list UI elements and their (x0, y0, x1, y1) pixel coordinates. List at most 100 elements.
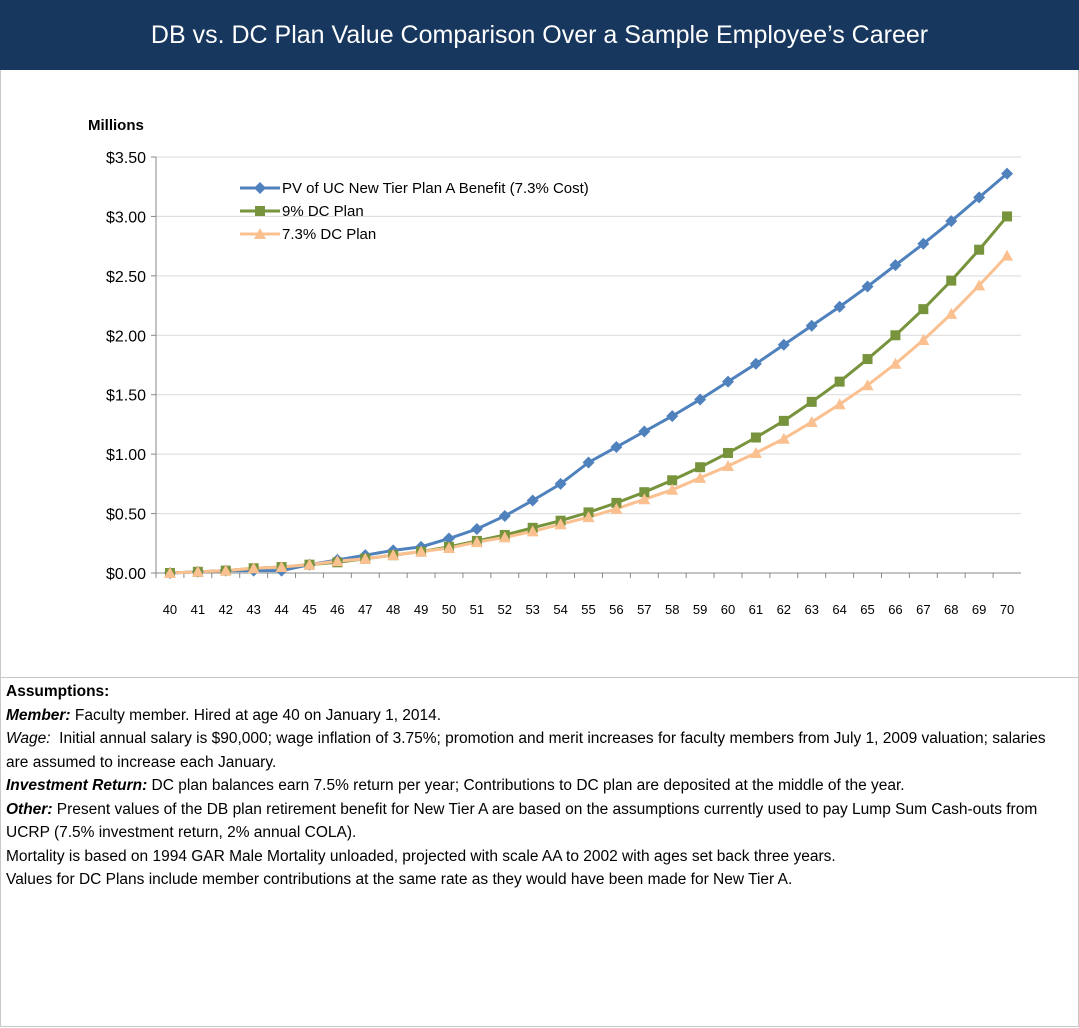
marker (639, 487, 650, 498)
x-tick-label: 42 (219, 602, 233, 617)
marker (973, 279, 986, 291)
assumption-label: Investment Return: (6, 777, 148, 794)
assumption-label: Member: (6, 706, 71, 724)
y-tick-label: $0.00 (106, 566, 146, 583)
chart: Millions $0.00 $0.50 $1.00 $1.50 $2.00 $2.50 $… (88, 117, 1021, 617)
marker (667, 475, 678, 486)
marker (917, 237, 930, 250)
marker (946, 275, 957, 286)
marker (805, 416, 818, 428)
x-tick-label: 56 (609, 602, 623, 617)
marker (945, 307, 958, 319)
marker (806, 396, 817, 407)
marker (805, 319, 818, 332)
x-tick-label: 50 (442, 602, 456, 617)
y-tick-label: $3.00 (106, 209, 146, 226)
assumption-label: Wage: (6, 730, 51, 747)
x-tick-label: 53 (525, 602, 539, 617)
marker (973, 191, 986, 204)
x-tick-label: 43 (246, 602, 260, 617)
marker (722, 460, 735, 472)
marker (191, 565, 204, 577)
x-tick-label: 60 (721, 602, 735, 617)
marker (526, 494, 539, 507)
header-title: DB vs. DC Plan Value Comparison Over a S… (0, 0, 1079, 70)
marker (554, 477, 567, 490)
assumption-text: Initial annual salary is $90,000; wage i… (6, 730, 1050, 771)
marker (666, 410, 679, 423)
x-tick-label: 47 (358, 602, 372, 617)
legend-label: 9% DC Plan (282, 203, 364, 220)
marker (945, 215, 958, 228)
x-tick-label: 58 (665, 602, 679, 617)
marker (862, 354, 873, 365)
marker (918, 304, 929, 315)
x-tick-label: 57 (637, 602, 651, 617)
assumptions-heading: Assumptions: (6, 683, 110, 700)
x-tick-label: 51 (470, 602, 484, 617)
x-tick-label: 63 (804, 602, 818, 617)
y-tick-label: $3.50 (106, 150, 146, 167)
x-tick-label: 55 (581, 602, 595, 617)
marker (415, 545, 428, 557)
marker (582, 511, 595, 523)
marker (610, 441, 623, 454)
x-tick-label: 70 (1000, 602, 1014, 617)
marker (442, 532, 455, 545)
marker (861, 280, 874, 293)
x-tick-label: 54 (553, 602, 567, 617)
assumption-text: Values for DC Plans include member contr… (6, 871, 793, 888)
series-line (169, 254, 1009, 575)
y-axis-label: Millions (88, 117, 144, 134)
marker (387, 549, 400, 561)
marker (498, 509, 511, 522)
x-tick-label: 46 (330, 602, 344, 617)
legend-label: 7.3% DC Plan (282, 226, 376, 243)
y-tick-label: $1.00 (106, 447, 146, 464)
marker (889, 357, 902, 369)
assumption: Other: Present values of the DB plan ret… (6, 798, 1070, 845)
marker (666, 483, 679, 495)
x-tick-label: 40 (163, 602, 177, 617)
marker (889, 259, 902, 272)
assumption-text: DC plan balances earn 7.5% return per ye… (147, 777, 905, 794)
marker (526, 525, 539, 537)
marker (255, 206, 265, 216)
x-tick-label: 59 (693, 602, 707, 617)
marker (554, 518, 567, 530)
x-tick-label: 41 (191, 602, 205, 617)
marker (833, 398, 846, 410)
y-tick-label: $1.50 (106, 388, 146, 405)
x-tick-label: 61 (749, 602, 763, 617)
marker (917, 334, 930, 346)
legend-label: PV of UC New Tier Plan A Benefit (7.3% C… (282, 180, 589, 197)
marker (275, 561, 288, 573)
marker (890, 330, 901, 341)
x-tick-label: 52 (498, 602, 512, 617)
assumption-text: Mortality is based on 1994 GAR Male Mort… (6, 847, 836, 865)
assumption-text: Present values of the DB plan retirement… (6, 800, 1042, 842)
marker (470, 536, 483, 548)
marker (974, 244, 985, 255)
marker (1001, 249, 1014, 261)
x-tick-label: 67 (916, 602, 930, 617)
x-tick-label: 49 (414, 602, 428, 617)
marker (694, 393, 707, 406)
assumption: Values for DC Plans include member contr… (6, 868, 1070, 892)
marker (749, 357, 762, 370)
x-tick-label: 65 (860, 602, 874, 617)
y-tick-label: $2.00 (106, 328, 146, 345)
marker (1002, 211, 1013, 222)
assumption: Mortality is based on 1994 GAR Male Mort… (6, 845, 1070, 869)
x-tick-label: 45 (302, 602, 316, 617)
marker (722, 375, 735, 388)
marker (638, 493, 651, 505)
marker (442, 542, 455, 554)
marker (359, 552, 372, 564)
marker (694, 471, 707, 483)
marker (861, 379, 874, 391)
assumption-label: Other: (6, 800, 53, 818)
marker (163, 567, 176, 578)
marker (610, 502, 623, 514)
